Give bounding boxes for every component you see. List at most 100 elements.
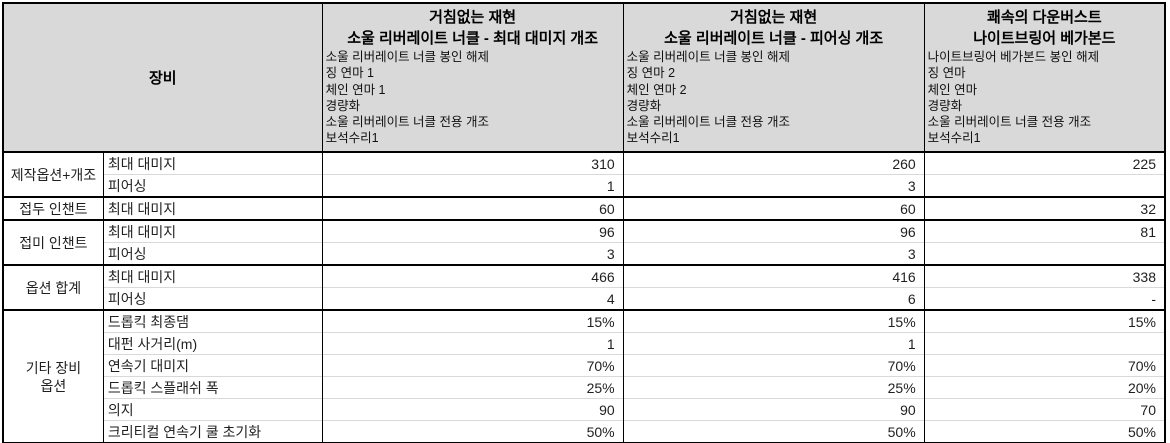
value-cell: 310 <box>321 151 624 175</box>
column-detail-line: 나이트브링어 베가본드 봉인 해제 <box>927 50 1100 64</box>
value-cell: 60 <box>321 196 624 220</box>
value-cell: 96 <box>622 219 925 243</box>
value-cell: 6 <box>622 287 925 310</box>
column-detail-line: 소울 리버레이트 너클 전용 개조 <box>626 115 791 130</box>
value-cell: 1 <box>321 332 624 355</box>
group-option-total: 옵션 합계 최대 대미지 466 416 338 피어싱 4 6 - <box>2 264 1165 310</box>
column-detail-line: 체인 연마 2 <box>626 82 687 97</box>
column-detail-line: 보석수리1 <box>927 131 981 146</box>
table-row: 크리티컬 연속기 쿨 초기화 50% 50% 50% <box>3 420 1165 443</box>
value-cell: 15% <box>321 309 624 333</box>
value-cell <box>923 332 1165 355</box>
table-header: 장비 거침없는 재현 소울 리버레이트 너클 - 최대 대미지 개조 소울 리버… <box>2 3 1165 153</box>
group-craft-options: 제작옵션+개조 최대 대미지 310 260 225 피어싱 1 3 <box>2 151 1165 197</box>
group-label-cell: 제작옵션+개조 <box>2 151 104 197</box>
column-detail-line: 소울 리버레이트 너클 전용 개조 <box>325 115 490 130</box>
value-cell: 70 <box>923 398 1165 421</box>
column-detail-line: 경량화 <box>325 98 361 113</box>
header-row: 장비 거침없는 재현 소울 리버레이트 너클 - 최대 대미지 개조 소울 리버… <box>2 3 1165 153</box>
value-cell: 70% <box>622 354 925 377</box>
table-row: 접미 인챈트 최대 대미지 96 96 81 <box>2 219 1165 265</box>
value-cell: 3 <box>321 242 624 265</box>
table-row: 의지 90 90 70 <box>3 398 1165 421</box>
value-cell: 60 <box>622 196 925 220</box>
table-row: 옵션 합계 최대 대미지 466 416 338 <box>2 264 1165 310</box>
value-cell: 3 <box>622 242 925 265</box>
column-detail-line: 보석수리1 <box>626 131 680 146</box>
value-cell: 90 <box>622 398 925 421</box>
value-cell: 70% <box>923 354 1165 377</box>
column-detail-line: 소울 리버레이트 너클 봉인 해제 <box>626 50 791 64</box>
value-cell: 416 <box>622 264 925 288</box>
group-label-cell: 옵션 합계 <box>2 264 104 310</box>
column-detail-line: 징 연마 1 <box>325 66 375 81</box>
value-cell <box>923 174 1165 197</box>
value-cell: 225 <box>923 151 1165 175</box>
column-header-setup-3: 쾌속의 다운버스트 나이트브링어 베가본드 나이트브링어 베가본드 봉인 해제 … <box>923 3 1165 153</box>
table-row: 연속기 대미지 70% 70% 70% <box>3 354 1165 377</box>
column-title: 쾌속의 다운버스트 <box>987 9 1102 26</box>
group-suffix-enchant: 접미 인챈트 최대 대미지 96 96 81 피어싱 3 3 <box>2 219 1165 265</box>
column-detail-line: 소울 리버레이트 너클 전용 개조 <box>927 115 1092 130</box>
table-row: 드롭킥 스플래쉬 폭 25% 25% 20% <box>3 376 1165 399</box>
column-detail-line: 경량화 <box>927 98 963 113</box>
stat-name-cell: 최대 대미지 <box>102 196 323 220</box>
value-cell: 32 <box>923 196 1165 220</box>
table-row: 피어싱 3 3 <box>3 242 1165 265</box>
stat-name-cell: 의지 <box>102 398 323 421</box>
value-cell: 338 <box>923 264 1165 288</box>
stat-name-cell: 피어싱 <box>102 242 323 265</box>
table-row: 대펀 사거리(m) 1 1 <box>3 332 1165 355</box>
column-detail-line: 경량화 <box>626 98 662 113</box>
group-label-cell: 접미 인챈트 <box>2 219 104 265</box>
table-row: 제작옵션+개조 최대 대미지 310 260 225 <box>2 151 1165 197</box>
stat-name-cell: 피어싱 <box>102 174 323 197</box>
column-detail-line: 징 연마 <box>927 66 966 81</box>
stat-name-cell: 피어싱 <box>102 287 323 310</box>
value-cell: 25% <box>622 376 925 399</box>
value-cell: 3 <box>622 174 925 197</box>
value-cell: - <box>923 287 1165 310</box>
table-row: 피어싱 1 3 <box>3 174 1165 197</box>
value-cell: 90 <box>321 398 624 421</box>
column-header-setup-1: 거침없는 재현 소울 리버레이트 너클 - 최대 대미지 개조 소울 리버레이트… <box>321 3 624 153</box>
value-cell: 25% <box>321 376 624 399</box>
value-cell: 4 <box>321 287 624 310</box>
column-subtitle: 소울 리버레이트 너클 - 피어싱 개조 <box>664 30 884 47</box>
value-cell: 466 <box>321 264 624 288</box>
group-label-cell: 기타 장비 옵션 <box>2 309 104 443</box>
stat-name-cell: 최대 대미지 <box>102 264 323 288</box>
equipment-header-cell: 장비 <box>2 3 323 153</box>
table-row: 피어싱 4 6 - <box>3 287 1165 310</box>
stat-name-cell: 최대 대미지 <box>102 219 323 243</box>
column-header-setup-2: 거침없는 재현 소울 리버레이트 너클 - 피어싱 개조 소울 리버레이트 너클… <box>622 3 925 153</box>
group-prefix-enchant: 접두 인챈트 최대 대미지 60 60 32 <box>2 196 1165 220</box>
column-subtitle: 나이트브링어 베가본드 <box>973 30 1116 47</box>
column-subtitle: 소울 리버레이트 너클 - 최대 대미지 개조 <box>347 30 599 47</box>
column-title: 거침없는 재현 <box>429 9 517 26</box>
stat-name-cell: 드롭킥 최종댐 <box>102 309 323 333</box>
value-cell: 260 <box>622 151 925 175</box>
stat-name-cell: 드롭킥 스플래쉬 폭 <box>102 376 323 399</box>
column-detail-line: 체인 연마 <box>927 82 978 97</box>
value-cell: 20% <box>923 376 1165 399</box>
value-cell: 70% <box>321 354 624 377</box>
value-cell: 96 <box>321 219 624 243</box>
value-cell: 50% <box>321 420 624 443</box>
column-detail-line: 보석수리1 <box>325 131 379 146</box>
value-cell: 50% <box>923 420 1165 443</box>
group-label-cell: 접두 인챈트 <box>2 196 104 220</box>
column-detail-line: 체인 연마 1 <box>325 82 386 97</box>
value-cell: 50% <box>622 420 925 443</box>
value-cell: 15% <box>622 309 925 333</box>
value-cell: 1 <box>622 332 925 355</box>
column-detail-line: 징 연마 2 <box>626 66 676 81</box>
table-row: 기타 장비 옵션 드롭킥 최종댐 15% 15% 15% <box>2 309 1165 443</box>
stat-name-cell: 대펀 사거리(m) <box>102 332 323 355</box>
stat-name-cell: 크리티컬 연속기 쿨 초기화 <box>102 420 323 443</box>
column-title: 거침없는 재현 <box>730 9 818 26</box>
value-cell: 1 <box>321 174 624 197</box>
table-row: 접두 인챈트 최대 대미지 60 60 32 <box>2 196 1165 220</box>
